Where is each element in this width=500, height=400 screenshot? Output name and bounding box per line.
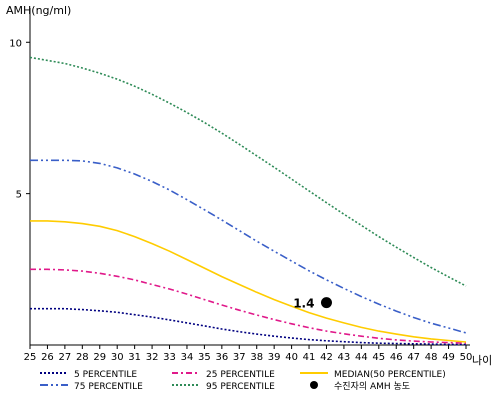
y-axis-title: AMH(ng/ml) [6, 4, 71, 17]
x-tick-label: 40 [285, 352, 298, 363]
x-tick-label: 32 [146, 352, 159, 363]
legend: 5 PERCENTILE 25 PERCENTILE MEDIAN(50 PERCE… [40, 370, 446, 392]
patient-point-label: 1.4 [293, 297, 314, 311]
patient-marker: 1.4 [293, 297, 332, 311]
x-tick-label: 31 [128, 352, 141, 363]
x-tick-label: 43 [338, 352, 351, 363]
x-tick-label: 27 [59, 352, 72, 363]
x-tick-label: 46 [390, 352, 403, 363]
series-line-median-50-percentile [30, 220, 467, 343]
legend-label-amh: 수진자의 AMH 농도 [334, 381, 410, 392]
legend-label-75-percentile: 75 PERCENTILE [74, 382, 143, 392]
x-ticks: 25 26 27 28 29 30 31 32 33 34 35 36 37 38 39 40 41 42 43 44… [24, 345, 473, 363]
series-line-25-percentile [30, 268, 467, 344]
x-tick-label: 37 [233, 352, 246, 363]
legend-swatch-patient [310, 381, 318, 389]
legend-label-25-percentile: 25 PERCENTILE [206, 370, 275, 380]
x-tick-label: 41 [303, 352, 316, 363]
x-tick-label: 44 [355, 352, 368, 363]
series-line-75-percentile [30, 159, 467, 334]
series-line-5-percentile [30, 307, 466, 346]
y-tick-label: 5 [16, 190, 22, 201]
y-ticks: 5 10 [9, 38, 30, 201]
x-tick-label: 29 [93, 352, 106, 363]
x-tick-label: 28 [76, 352, 89, 363]
x-axis-title: 나이 [472, 354, 492, 367]
x-tick-label: 36 [215, 352, 228, 363]
x-tick-label: 49 [442, 352, 455, 363]
x-tick-label: 26 [41, 352, 54, 363]
x-tick-label: 48 [425, 352, 438, 363]
x-tick-label: 33 [163, 352, 176, 363]
x-tick-label: 30 [111, 352, 124, 363]
legend-label-95-percentile: 95 PERCENTILE [206, 382, 275, 392]
x-tick-label: 34 [181, 352, 194, 363]
series-lines [29, 56, 467, 346]
x-tick-label: 35 [198, 352, 211, 363]
x-tick-label: 42 [320, 352, 333, 363]
x-tick-label: 25 [24, 352, 37, 363]
x-tick-label: 38 [250, 352, 263, 363]
x-tick-label: 39 [268, 352, 281, 363]
legend-label-median-50-percentile: MEDIAN(50 PERCENTILE) [334, 370, 446, 380]
axes: AMH(ng/ml) 나이 25 26 27 28 29 30 31 32 33 34 35 36 37… [6, 4, 492, 367]
x-tick-label: 50 [460, 352, 473, 363]
legend-label-5-percentile: 5 PERCENTILE [74, 370, 137, 380]
x-tick-label: 45 [372, 352, 385, 363]
patient-point [320, 297, 332, 309]
y-tick-label: 10 [9, 38, 22, 49]
x-tick-label: 47 [407, 352, 420, 363]
series-line-95-percentile [29, 56, 467, 287]
